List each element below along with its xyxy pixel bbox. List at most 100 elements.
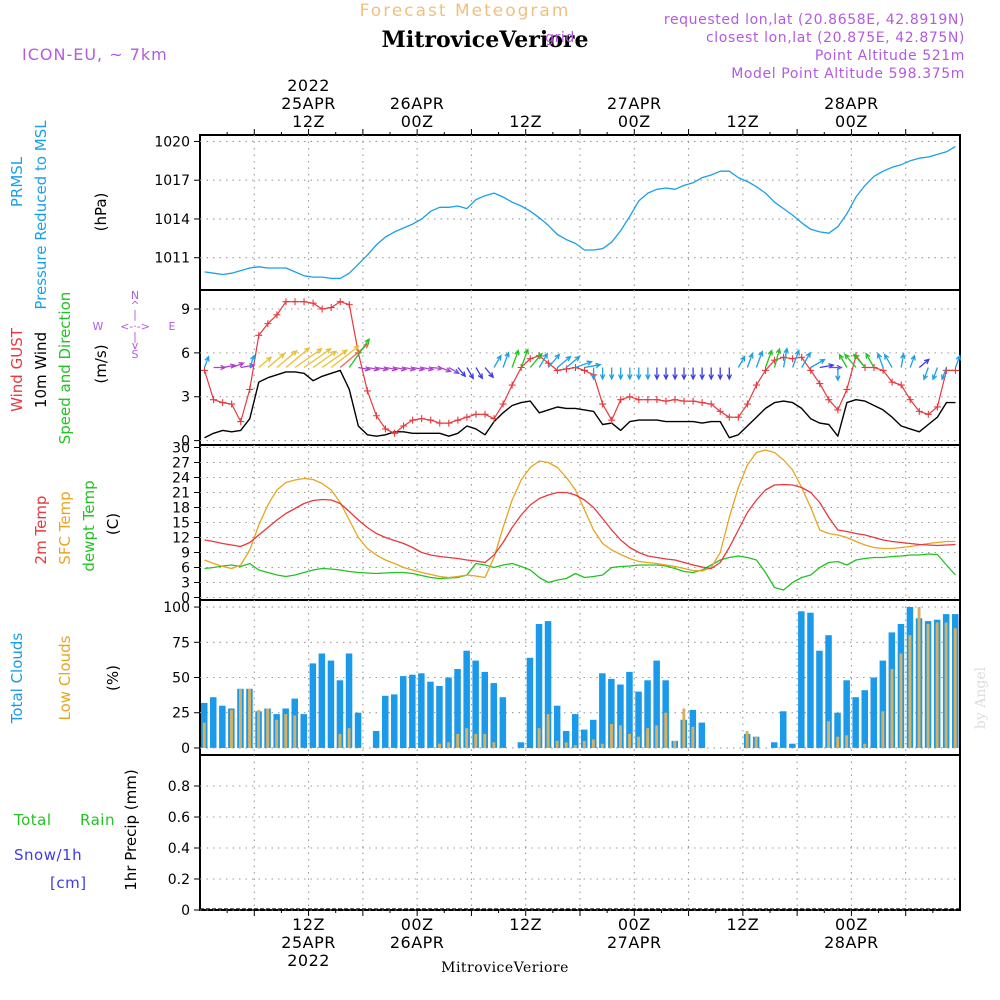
direction-label: Speed and Direction xyxy=(56,292,74,445)
total-cloud-bar xyxy=(698,722,706,748)
total-cloud-bar xyxy=(517,742,525,748)
low-cloud-bar xyxy=(899,653,903,748)
total-cloud-bar xyxy=(318,653,326,748)
temp2m-line xyxy=(204,483,956,570)
compass-rose: N S W E ^ | <-·-> | v xyxy=(93,289,176,361)
gust-marker xyxy=(553,366,561,374)
bottom-axis-label: 12Z xyxy=(726,915,759,934)
gust-marker xyxy=(626,393,634,401)
gust-marker xyxy=(454,416,462,424)
gust-marker xyxy=(608,416,616,424)
closest-coords: closest lon,lat (20.875E, 42.875N) xyxy=(706,30,965,46)
y-tick-label: 100 xyxy=(163,600,190,616)
gust-marker xyxy=(300,298,308,306)
wind-direction-arrow xyxy=(708,367,714,381)
wind-direction-arrow xyxy=(358,366,372,372)
low-cloud-bar xyxy=(944,622,948,748)
low-cloud-bar xyxy=(537,728,541,748)
low-cloud-bar xyxy=(248,688,251,748)
wind-direction-arrow xyxy=(853,353,866,368)
gust-marker xyxy=(291,298,299,306)
low-cloud-bar xyxy=(664,712,668,748)
gust-marker xyxy=(372,412,380,420)
wind-speed-line xyxy=(204,369,956,439)
compass-bar-s: | xyxy=(133,330,137,343)
gust-marker xyxy=(698,399,706,407)
wind-label: 10m Wind xyxy=(32,332,50,408)
top-axis-label: 12Z xyxy=(292,112,325,131)
total-cloud-bar xyxy=(544,621,552,748)
gust-marker xyxy=(562,365,570,373)
top-axis-label: 25APR xyxy=(281,94,336,113)
top-axis-label: 26APR xyxy=(390,94,445,113)
total-cloud-bar xyxy=(780,711,787,748)
wind-direction-arrow xyxy=(285,347,311,368)
wind-direction-arrow xyxy=(663,367,669,381)
wind-direction-arrow xyxy=(575,360,593,369)
wind-direction-arrow xyxy=(529,352,543,368)
total-cloud-bar xyxy=(300,714,307,748)
gust-marker xyxy=(725,413,733,421)
gust-marker xyxy=(336,298,344,306)
wind-direction-arrow xyxy=(556,355,572,368)
y-tick-label: 0 xyxy=(181,741,190,757)
total-cloud-bar xyxy=(463,650,470,748)
bottom-axis-label: 00Z xyxy=(835,915,868,934)
wind-direction-arrow xyxy=(755,350,764,368)
y-tick-label: 50 xyxy=(172,671,190,687)
gust-marker xyxy=(273,311,281,319)
bottom-axis-label: 26APR xyxy=(390,933,445,952)
gust-marker xyxy=(400,422,408,430)
y-tick-label: 3 xyxy=(181,390,190,406)
low-cloud-bar xyxy=(492,742,496,748)
y-tick-label: 9 xyxy=(181,302,190,318)
wind-direction-arrow xyxy=(294,348,323,369)
total-cloud-bar xyxy=(400,676,407,748)
low-cloud-bar xyxy=(827,721,830,748)
panel-frame xyxy=(199,134,961,291)
gust-marker xyxy=(789,355,797,363)
wind-direction-arrow xyxy=(690,367,696,381)
gust-marker xyxy=(282,298,290,306)
low-cloud-bar xyxy=(646,728,650,748)
requested-coords: requested lon,lat (20.8658E, 42.8919N) xyxy=(664,12,965,28)
gust-marker xyxy=(906,396,914,404)
low-cloud-bar xyxy=(573,745,577,748)
top-axis-label: 00Z xyxy=(835,112,868,131)
compass-bar-n: | xyxy=(133,308,137,321)
top-axis-label: 2022 xyxy=(287,76,330,95)
gust-marker xyxy=(734,413,742,421)
wind-direction-arrow xyxy=(412,366,426,372)
gust-marker xyxy=(599,400,607,408)
compass-e: E xyxy=(169,320,176,333)
wind-direction-arrow xyxy=(746,352,754,368)
low-cloud-label: Low Clouds xyxy=(56,635,74,720)
low-cloud-bar xyxy=(202,722,206,748)
wind-direction-arrow xyxy=(599,367,606,381)
y-tick-label: 9 xyxy=(181,546,190,562)
total-cloud-bar xyxy=(599,673,606,748)
gust-marker xyxy=(228,400,236,408)
wind-direction-arrow xyxy=(493,354,502,368)
y-tick-label: 0.6 xyxy=(168,810,190,826)
low-cloud-bar xyxy=(655,725,659,748)
gust-marker xyxy=(481,410,489,418)
gust-marker xyxy=(617,396,625,404)
precip-ylabel: 1hr Precip (mm) xyxy=(122,769,140,890)
y-tick-label: 1011 xyxy=(154,251,190,267)
clouds-panel: Total Clouds Low Clouds (%) by Angel 0 25… xyxy=(8,599,989,757)
total-cloud-bar xyxy=(789,743,796,748)
wind-direction-arrow xyxy=(484,367,495,379)
total-cloud-bar xyxy=(590,719,597,748)
wind-direction-arrow xyxy=(909,354,916,368)
total-cloud-bar xyxy=(771,742,778,748)
gust-marker xyxy=(363,387,371,395)
total-cloud-bar xyxy=(454,669,461,748)
wind-direction-arrow xyxy=(457,367,467,378)
wind-direction-arrow xyxy=(931,367,939,381)
wind-direction-arrow xyxy=(900,352,906,368)
pressure-label-1: PRMSL xyxy=(8,156,26,207)
wind-direction-arrow xyxy=(672,367,678,381)
total-cloud-bar xyxy=(427,681,434,748)
sfc-label: SFC Temp xyxy=(56,491,74,564)
